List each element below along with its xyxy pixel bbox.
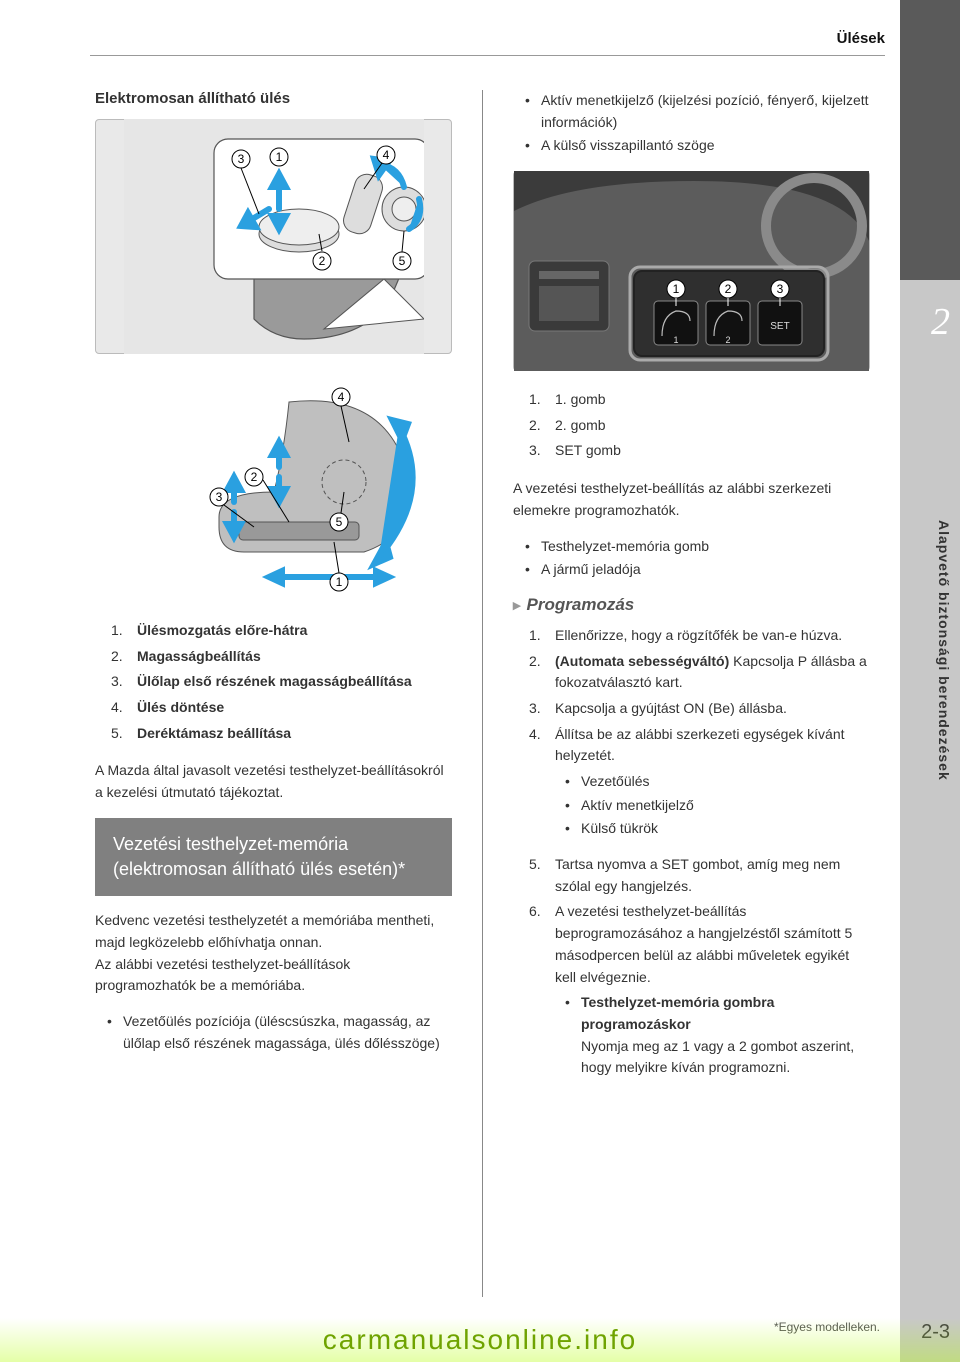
header-title: Ülések xyxy=(485,30,885,47)
left-column: Elektromosan állítható ülés xyxy=(95,90,452,1297)
list-item: Külső tükrök xyxy=(565,818,870,840)
chapter-number: 2 xyxy=(931,300,950,344)
diagram1-label-1: 1 xyxy=(270,148,288,166)
list-item: Aktív menetkijelző (kijelzési pozíció, f… xyxy=(525,90,870,133)
footnote: *Egyes modelleken. xyxy=(774,1320,880,1334)
right-tab-top xyxy=(900,0,960,280)
paragraph-mazda-note: A Mazda által javasolt vezetési testhely… xyxy=(95,760,452,803)
right-column: Aktív menetkijelző (kijelzési pozíció, f… xyxy=(513,90,870,1297)
list-item: Testhelyzet-memória gomb xyxy=(525,536,870,558)
paragraph-programmable: A vezetési testhelyzet-beállítás az aláb… xyxy=(513,478,870,521)
svg-text:2: 2 xyxy=(250,470,257,484)
list-item: (Automata sebességváltó) Kapcsolja P áll… xyxy=(529,651,870,694)
svg-text:3: 3 xyxy=(215,490,222,504)
list-item: Deréktámasz beállítása xyxy=(111,723,452,745)
list-item: Testhelyzet-memória gombra programozásko… xyxy=(565,992,870,1079)
svg-text:3: 3 xyxy=(237,152,244,166)
list-item: Ellenőrizze, hogy a rögzítőfék be van-e … xyxy=(529,625,870,647)
memory-callout-box: Vezetési testhelyzet-memória (elektromos… xyxy=(95,818,452,896)
memory-buttons-list: 1. gomb 2. gomb SET gomb xyxy=(529,389,870,462)
list-item: SET gomb xyxy=(529,440,870,462)
column-divider xyxy=(482,90,483,1297)
memory-stored-bullets: Vezetőülés pozíciója (üléscsúszka, magas… xyxy=(107,1011,452,1054)
seat-controls-diagram-closeup: 1 2 3 4 5 xyxy=(95,119,452,354)
programmable-bullets: Testhelyzet-memória gomb A jármű jeladój… xyxy=(525,536,870,581)
list-item: Vezetőülés pozíciója (üléscsúszka, magas… xyxy=(107,1011,452,1054)
side-tab-text: Alapvető biztonsági berendezések xyxy=(936,520,952,781)
list-item: Vezetőülés xyxy=(565,771,870,793)
svg-text:2: 2 xyxy=(318,254,325,268)
list-item: 1. gomb xyxy=(529,389,870,411)
list-item: Állítsa be az alábbi szerkezeti egységek… xyxy=(529,724,870,840)
svg-text:4: 4 xyxy=(337,390,344,404)
svg-text:5: 5 xyxy=(335,515,342,529)
content-columns: Elektromosan állítható ülés xyxy=(95,90,870,1297)
svg-text:SET: SET xyxy=(770,321,789,332)
page-number: 2-3 xyxy=(921,1321,950,1344)
svg-text:4: 4 xyxy=(382,148,389,162)
svg-text:1: 1 xyxy=(673,282,680,296)
svg-text:2: 2 xyxy=(725,335,730,345)
list-item: Ülés döntése xyxy=(111,697,452,719)
manual-page: 2 Alapvető biztonsági berendezések 2-3 Ü… xyxy=(0,0,960,1362)
list-item: Ülésmozgatás előre-hátra xyxy=(111,620,452,642)
step4-sub-bullets: Vezetőülés Aktív menetkijelző Külső tükr… xyxy=(565,771,870,840)
svg-text:3: 3 xyxy=(777,282,784,296)
list-item: 2. gomb xyxy=(529,415,870,437)
list-item: A vezetési testhelyzet-beállítás beprogr… xyxy=(529,901,870,1079)
memory-stored-bullets-cont: Aktív menetkijelző (kijelzési pozíció, f… xyxy=(525,90,870,157)
header-rule xyxy=(90,55,885,56)
list-item: A külső visszapillantó szöge xyxy=(525,135,870,157)
memory-buttons-diagram: 1 2 SET 1 2 3 xyxy=(513,171,870,371)
subhead-programming: Programozás xyxy=(513,595,870,615)
list-item: A jármű jeladója xyxy=(525,559,870,581)
list-item: Ülőlap első részének magasságbeállítása xyxy=(111,671,452,693)
step6-sub: Testhelyzet-memória gombra programozásko… xyxy=(565,992,870,1079)
list-item: Magasságbeállítás xyxy=(111,646,452,668)
seat-controls-diagram-side: 1 2 3 4 5 xyxy=(95,372,452,602)
programming-steps: Ellenőrizze, hogy a rögzítőfék be van-e … xyxy=(529,625,870,1079)
list-item: Kapcsolja a gyújtást ON (Be) állásba. xyxy=(529,698,870,720)
page-header: Ülések xyxy=(485,0,885,47)
seat-controls-list: Ülésmozgatás előre-hátra Magasságbeállít… xyxy=(111,620,452,744)
paragraph-memory-intro: Kedvenc vezetési testhelyzetét a memóriá… xyxy=(95,910,452,997)
svg-text:1: 1 xyxy=(673,335,678,345)
svg-text:1: 1 xyxy=(275,150,282,164)
list-item: Tartsa nyomva a SET gombot, amíg meg nem… xyxy=(529,854,870,897)
svg-text:2: 2 xyxy=(725,282,732,296)
svg-text:1: 1 xyxy=(335,575,342,589)
list-item: Aktív menetkijelző xyxy=(565,795,870,817)
svg-text:5: 5 xyxy=(398,254,405,268)
section-title-left: Elektromosan állítható ülés xyxy=(95,90,452,107)
